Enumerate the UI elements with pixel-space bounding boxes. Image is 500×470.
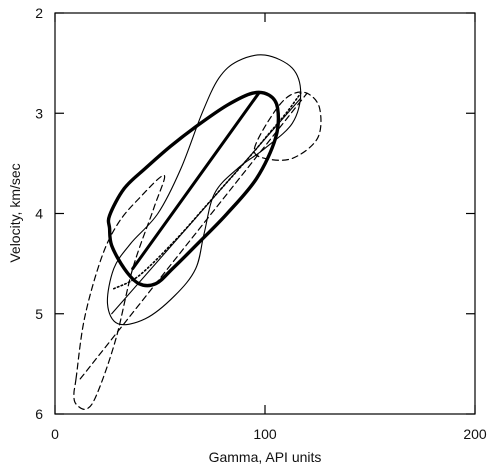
- series-thick-solid-0: [106, 90, 281, 288]
- axis-ticks: [54, 12, 476, 415]
- series-layer: [73, 54, 322, 410]
- y-tick-label: 5: [35, 306, 43, 322]
- x-tick-label: 0: [51, 426, 59, 442]
- y-tick-label: 6: [35, 406, 43, 422]
- plot-frame: [54, 12, 476, 415]
- series-dashed-6: [253, 91, 322, 161]
- series-thin-solid-2: [106, 54, 302, 326]
- series-dashed-line-5: [79, 92, 308, 380]
- y-tick-label: 4: [35, 206, 43, 222]
- y-axis-title: Velocity, km/sec: [7, 163, 23, 262]
- series-dashed-4: [73, 174, 166, 410]
- y-tick-label: 2: [35, 5, 43, 21]
- x-tick-label: 200: [463, 426, 487, 442]
- axis-tick-labels: 2 3 4 5 60 100 200: [35, 5, 487, 442]
- series-dotted-7: [113, 92, 302, 290]
- y-tick-label: 3: [35, 105, 43, 121]
- series-thick-solid-line-1: [131, 91, 261, 271]
- x-tick-label: 100: [253, 426, 277, 442]
- x-axis-title: Gamma, API units: [209, 449, 322, 465]
